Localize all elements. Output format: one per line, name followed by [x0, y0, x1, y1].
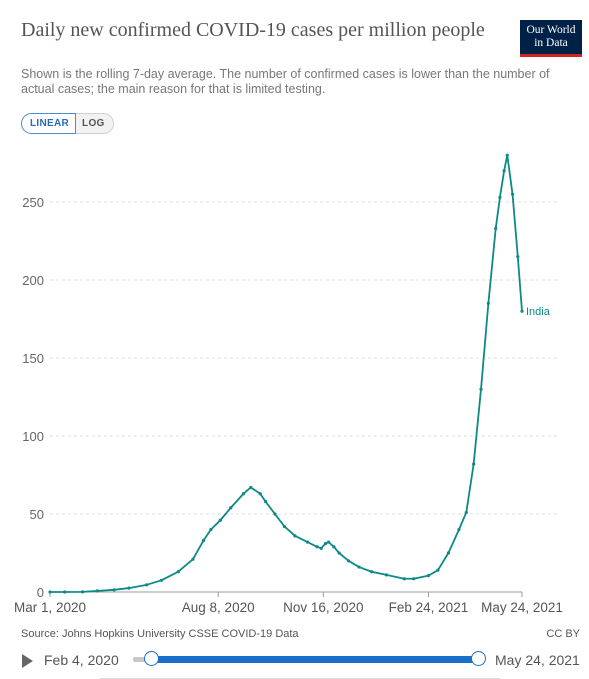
- data-point: [293, 534, 297, 538]
- play-icon[interactable]: [22, 654, 33, 668]
- y-tick-label: 200: [22, 273, 44, 288]
- data-point: [332, 545, 336, 549]
- data-point: [127, 586, 131, 590]
- linear-scale-button[interactable]: LINEAR: [21, 113, 77, 134]
- timeline-end-label: May 24, 2021: [495, 652, 580, 668]
- license-link[interactable]: CC BY: [546, 628, 580, 640]
- data-point: [479, 387, 483, 391]
- data-point: [426, 574, 431, 578]
- data-point: [63, 590, 67, 594]
- data-point: [273, 512, 277, 516]
- data-point: [80, 590, 85, 594]
- line-chart: 0 50 100 150 200 250 Mar 1, 2020 Aug 8, 2020 Nov…: [14, 153, 563, 615]
- scale-toggle: LINEAR LOG: [21, 113, 114, 134]
- data-point: [95, 589, 99, 593]
- data-point: [486, 301, 490, 305]
- data-point: [263, 499, 268, 504]
- data-point: [516, 255, 520, 259]
- data-point: [323, 542, 328, 546]
- logo-line-1: Our World: [526, 24, 576, 36]
- source-note[interactable]: Source: Johns Hopkins University CSSE CO…: [21, 628, 299, 640]
- data-point: [218, 518, 222, 522]
- data-point: [494, 226, 498, 231]
- data-point: [346, 559, 351, 563]
- timeline-end-handle[interactable]: [471, 651, 486, 666]
- data-point: [436, 568, 440, 572]
- logo-line-2: in Data: [534, 37, 568, 49]
- data-point: [159, 578, 164, 582]
- data-point: [112, 588, 116, 592]
- data-point: [464, 510, 468, 515]
- data-point: [457, 528, 461, 532]
- chart-subtitle: Shown is the rolling 7-day average. The …: [21, 67, 550, 96]
- y-tick-label: 50: [30, 507, 44, 522]
- data-point: [209, 528, 213, 532]
- x-tick-label: Aug 8, 2020: [182, 600, 255, 615]
- timeline-start-handle[interactable]: [144, 651, 159, 666]
- data-point: [384, 573, 388, 577]
- data-point: [305, 540, 310, 544]
- data-point: [402, 577, 406, 581]
- y-tick-label: 100: [22, 429, 44, 444]
- data-point: [258, 492, 262, 496]
- data-point: [326, 540, 331, 544]
- data-point: [472, 462, 476, 466]
- data-point: [145, 583, 149, 587]
- data-point: [370, 570, 374, 574]
- x-tick-label: May 24, 2021: [481, 600, 563, 615]
- data-point: [412, 577, 416, 581]
- timeline-start-label: Feb 4, 2020: [44, 652, 119, 668]
- owid-logo[interactable]: Our World in Data: [520, 20, 582, 57]
- series-label: India: [526, 306, 551, 318]
- data-point: [249, 485, 253, 490]
- data-point: [510, 192, 515, 196]
- data-point: [505, 153, 509, 157]
- data-point: [502, 169, 506, 173]
- data-point: [315, 545, 319, 549]
- data-point: [48, 590, 52, 594]
- data-point: [357, 565, 361, 569]
- log-scale-button[interactable]: LOG: [76, 113, 114, 134]
- timeline-selected-range[interactable]: [151, 656, 478, 663]
- x-tick-label: Mar 1, 2020: [14, 600, 86, 615]
- data-point: [191, 557, 195, 561]
- timeline: Feb 4, 2020 May 24, 2021: [0, 645, 589, 679]
- y-tick-label: 150: [22, 351, 44, 366]
- chart-title: Daily new confirmed COVID-19 cases per m…: [21, 19, 485, 41]
- y-tick-label: 0: [37, 585, 44, 600]
- data-point: [446, 551, 451, 555]
- data-point: [337, 551, 341, 555]
- timeline-track[interactable]: [133, 657, 151, 662]
- y-tick-label: 250: [22, 195, 44, 210]
- data-point: [319, 546, 323, 550]
- data-point: [201, 538, 206, 543]
- x-tick-label: Nov 16, 2020: [283, 600, 363, 615]
- data-point: [520, 309, 524, 313]
- data-point: [229, 506, 233, 510]
- data-point: [241, 492, 246, 496]
- x-tick-label: Feb 24, 2021: [389, 600, 469, 615]
- data-point: [282, 524, 287, 529]
- data-point: [176, 570, 180, 574]
- data-point: [498, 195, 502, 199]
